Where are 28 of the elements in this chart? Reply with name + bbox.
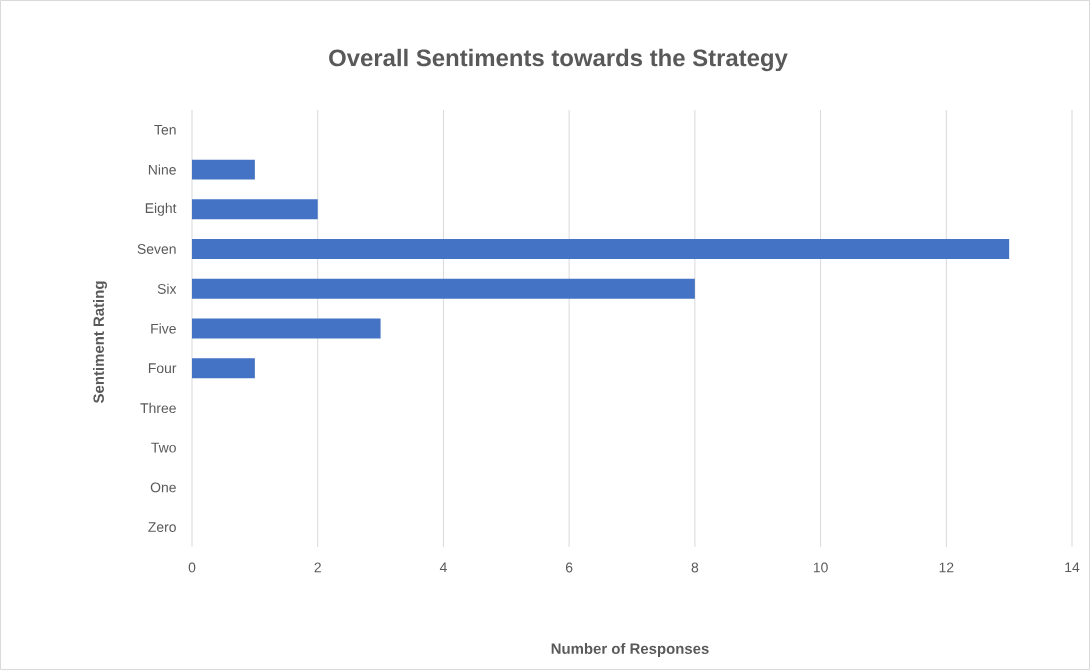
bar (192, 358, 255, 379)
x-axis-title: Number of Responses (551, 643, 709, 657)
x-tick-label: 2 (314, 562, 321, 573)
y-tick-label: Five (151, 323, 176, 334)
bar (192, 199, 318, 220)
chart-title: Overall Sentiments towards the Strategy (329, 48, 788, 72)
x-tick-label: 6 (565, 562, 573, 573)
x-tick-label: 8 (691, 562, 699, 573)
bar (192, 318, 381, 339)
x-tick-label: 12 (939, 562, 954, 573)
bar (192, 278, 695, 299)
x-tick-label: 14 (1065, 562, 1080, 573)
y-tick-label: Eight (145, 202, 177, 216)
bar (192, 159, 255, 180)
y-tick-label: Six (157, 283, 177, 294)
bar (192, 239, 1010, 259)
y-tick-label: Three (140, 402, 176, 414)
y-tick-label: Seven (137, 244, 176, 254)
y-axis-title: Sentiment Rating (93, 281, 108, 403)
y-tick-label: Nine (148, 164, 176, 175)
x-tick-label: 0 (188, 562, 196, 573)
y-tick-label: Four (148, 363, 177, 374)
y-tick-label: Zero (148, 522, 176, 532)
y-tick-label: One (150, 482, 176, 493)
y-tick-label: Ten (154, 124, 176, 135)
x-tick-label: 10 (813, 562, 828, 573)
y-tick-label: Two (151, 442, 176, 453)
x-tick-label: 4 (439, 562, 447, 573)
